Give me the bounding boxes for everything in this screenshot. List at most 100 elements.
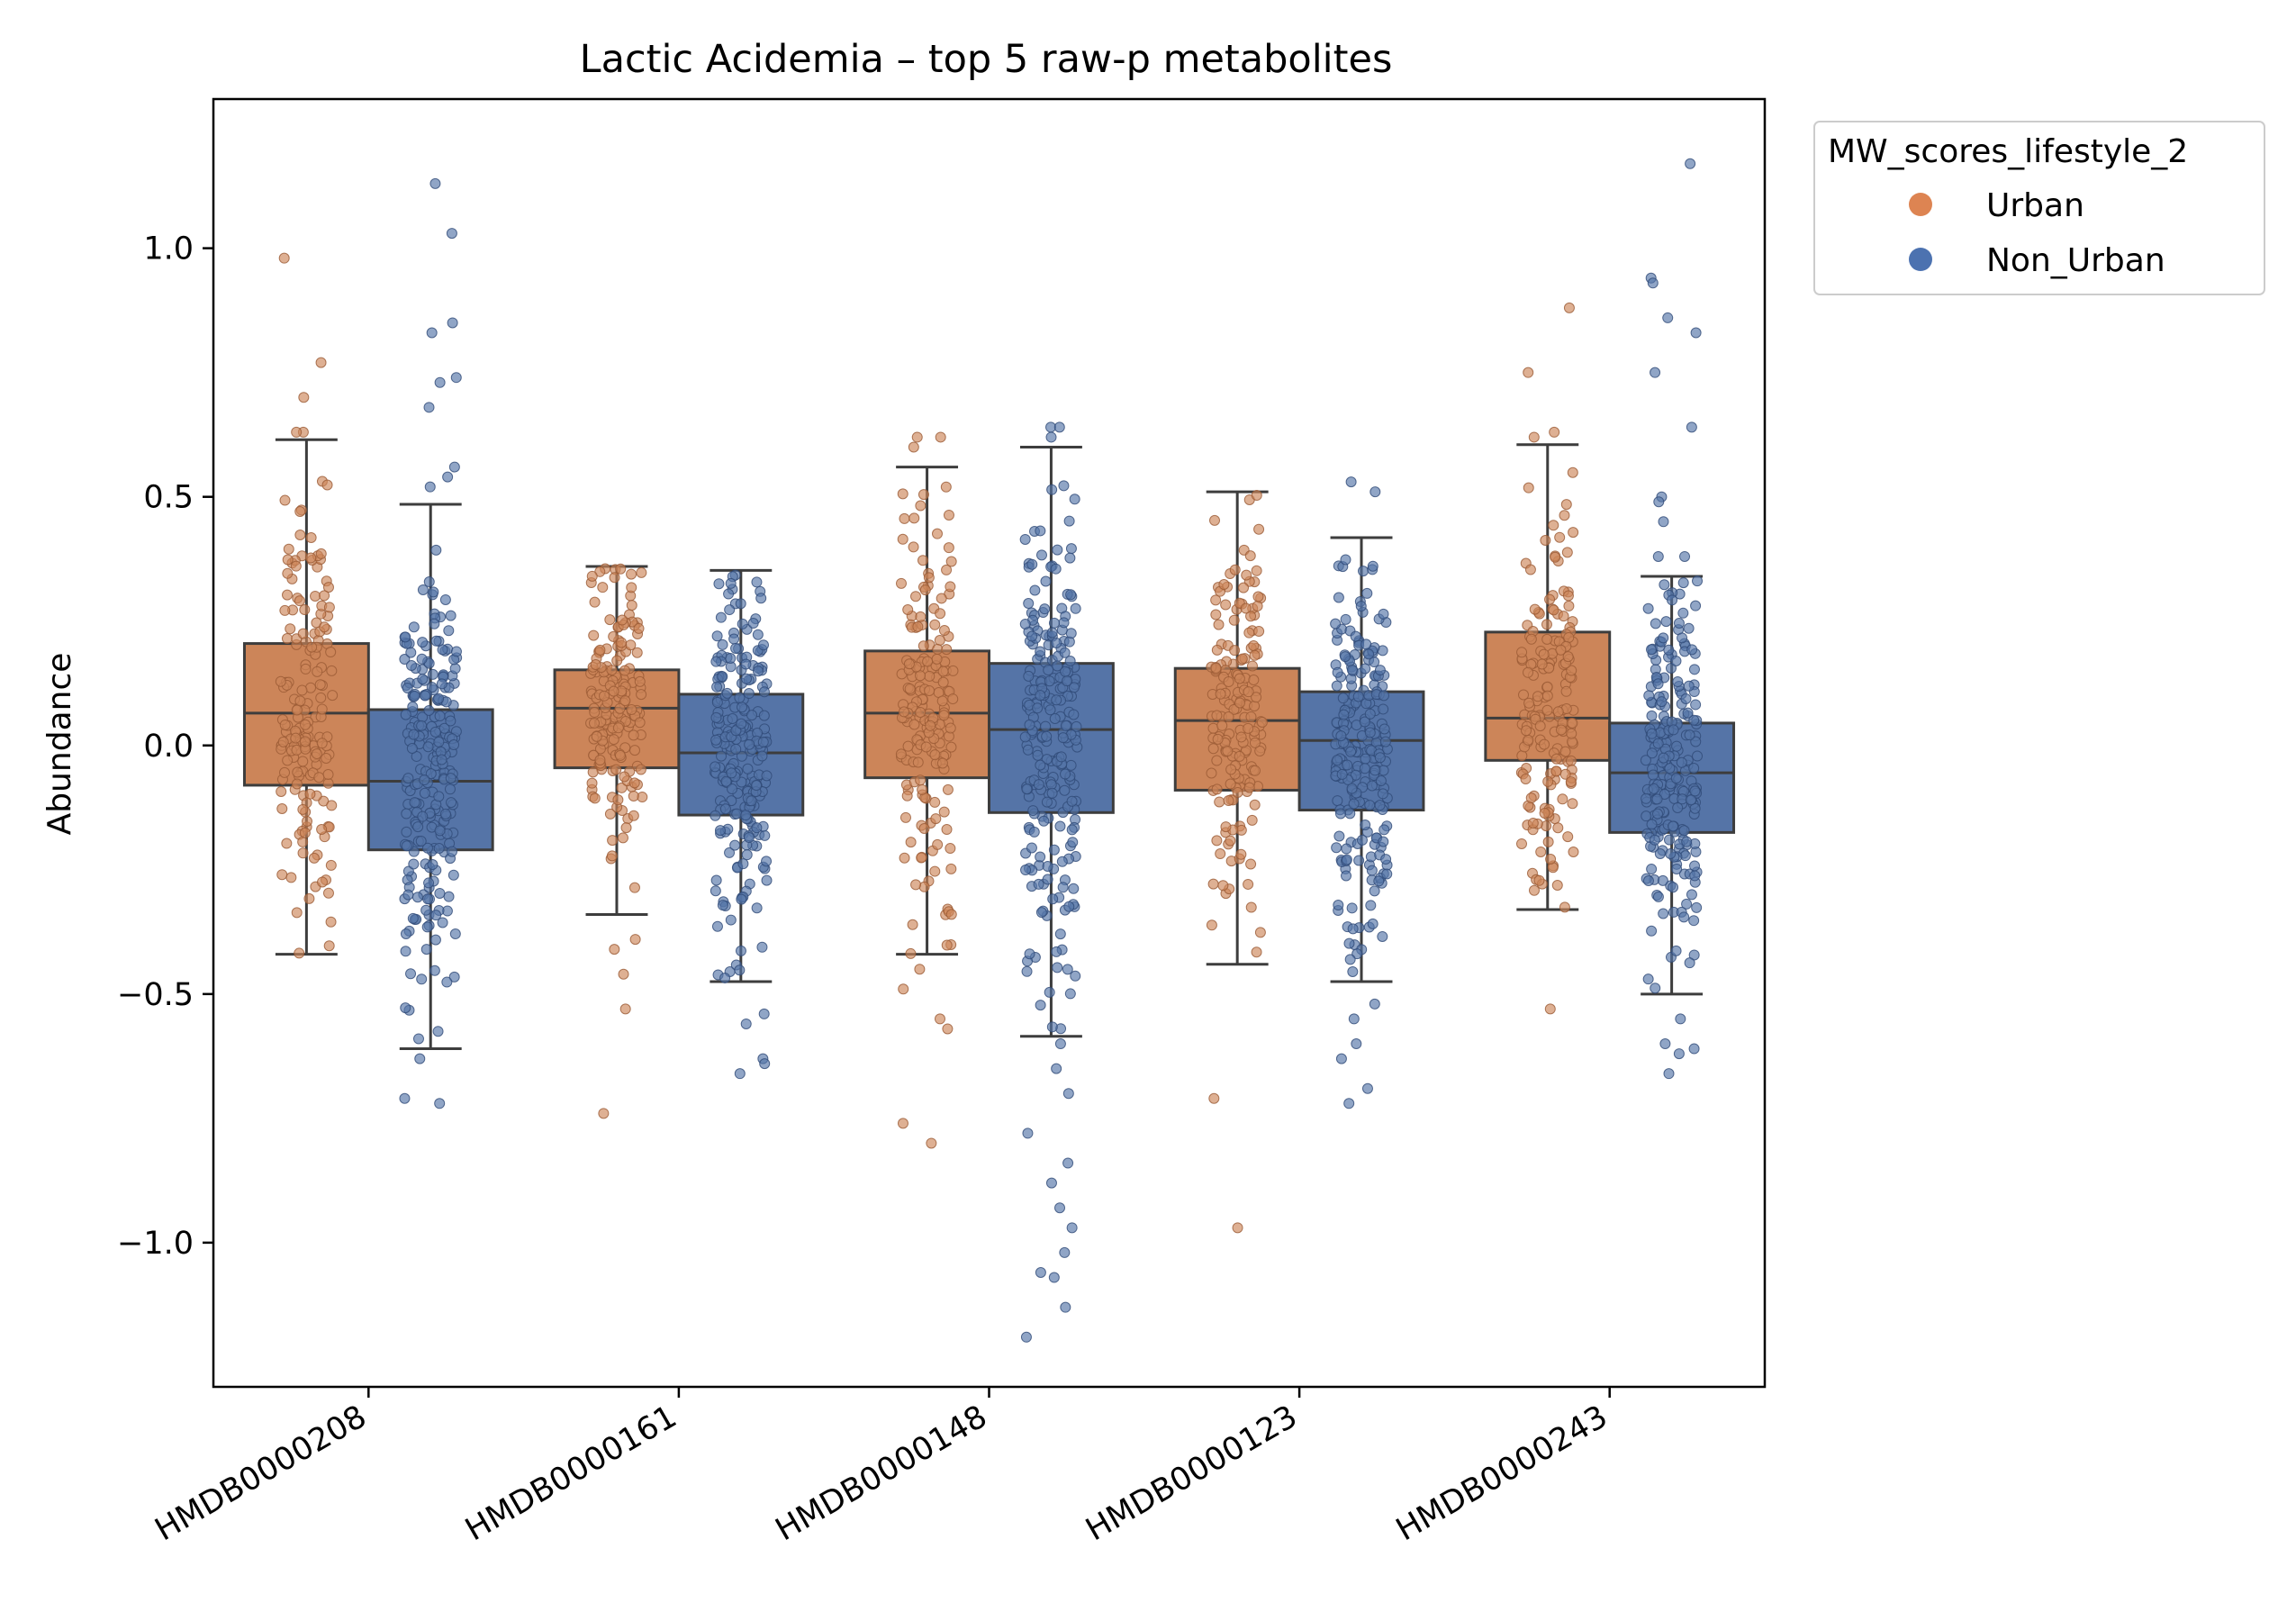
point-non-urban-hmdb0000243 (1649, 834, 1660, 846)
point-urban-hmdb0000208 (281, 633, 293, 645)
point-urban-hmdb0000148 (941, 824, 953, 836)
point-urban-hmdb0000243 (1548, 520, 1559, 531)
point-urban-hmdb0000161 (594, 644, 606, 656)
point-non-urban-hmdb0000123 (1340, 554, 1351, 566)
point-urban-hmdb0000161 (626, 704, 637, 716)
point-non-urban-hmdb0000243 (1682, 707, 1694, 719)
point-urban-hmdb0000243 (1534, 720, 1546, 732)
point-non-urban-hmdb0000123 (1347, 923, 1359, 935)
point-urban-hmdb0000243 (1558, 611, 1569, 622)
point-urban-hmdb0000148 (897, 533, 908, 545)
point-non-urban-hmdb0000208 (432, 1026, 444, 1037)
legend-marker-non-urban (1909, 248, 1932, 271)
point-urban-hmdb0000243 (1562, 831, 1574, 843)
point-urban-hmdb0000208 (297, 836, 309, 847)
point-urban-hmdb0000161 (628, 790, 639, 801)
point-non-urban-hmdb0000161 (713, 578, 725, 590)
outlier-non-urban-hmdb0000148 (1045, 1177, 1057, 1189)
point-non-urban-hmdb0000208 (421, 842, 433, 854)
point-non-urban-hmdb0000243 (1646, 728, 1658, 739)
point-urban-hmdb0000148 (938, 806, 950, 818)
point-urban-hmdb0000208 (315, 548, 327, 559)
outlier-non-urban-hmdb0000123 (1345, 476, 1357, 488)
point-urban-hmdb0000161 (604, 614, 616, 626)
point-non-urban-hmdb0000161 (716, 750, 728, 762)
point-non-urban-hmdb0000123 (1343, 937, 1355, 949)
point-non-urban-hmdb0000123 (1340, 651, 1351, 663)
point-non-urban-hmdb0000243 (1648, 783, 1659, 794)
point-non-urban-hmdb0000243 (1688, 714, 1700, 726)
point-urban-hmdb0000148 (902, 740, 914, 752)
point-non-urban-hmdb0000161 (736, 718, 747, 729)
point-non-urban-hmdb0000161 (735, 945, 746, 956)
point-urban-hmdb0000148 (937, 666, 949, 677)
point-urban-hmdb0000243 (1544, 593, 1556, 605)
point-urban-hmdb0000161 (614, 749, 626, 761)
point-non-urban-hmdb0000123 (1332, 666, 1343, 678)
point-urban-hmdb0000148 (915, 500, 927, 512)
outlier-non-urban-hmdb0000123 (1351, 1038, 1362, 1050)
point-urban-hmdb0000161 (634, 675, 646, 687)
point-non-urban-hmdb0000148 (1044, 675, 1055, 687)
point-non-urban-hmdb0000148 (1020, 865, 1032, 876)
point-urban-hmdb0000148 (924, 670, 936, 682)
point-non-urban-hmdb0000208 (425, 768, 437, 780)
point-non-urban-hmdb0000243 (1691, 901, 1703, 913)
point-non-urban-hmdb0000123 (1360, 638, 1372, 650)
point-urban-hmdb0000243 (1567, 717, 1578, 729)
point-non-urban-hmdb0000148 (1052, 544, 1063, 556)
outlier-non-urban-hmdb0000243 (1652, 550, 1664, 562)
point-non-urban-hmdb0000208 (423, 877, 435, 889)
point-urban-hmdb0000161 (599, 690, 610, 702)
outlier-urban-hmdb0000123 (1208, 1092, 1220, 1104)
point-urban-hmdb0000123 (1254, 927, 1266, 938)
point-urban-hmdb0000161 (589, 596, 601, 608)
outlier-urban-hmdb0000243 (1528, 431, 1540, 443)
point-non-urban-hmdb0000148 (1024, 719, 1035, 730)
point-non-urban-hmdb0000161 (756, 750, 768, 762)
point-non-urban-hmdb0000208 (427, 858, 438, 870)
point-urban-hmdb0000243 (1548, 604, 1559, 616)
point-urban-hmdb0000148 (929, 796, 941, 808)
point-non-urban-hmdb0000161 (735, 598, 746, 610)
point-urban-hmdb0000208 (327, 690, 339, 702)
point-non-urban-hmdb0000208 (400, 928, 411, 939)
point-non-urban-hmdb0000161 (737, 618, 748, 629)
point-urban-hmdb0000161 (626, 582, 637, 593)
point-urban-hmdb0000123 (1216, 720, 1228, 731)
point-non-urban-hmdb0000208 (430, 910, 442, 921)
point-non-urban-hmdb0000161 (736, 893, 747, 905)
outlier-urban-hmdb0000208 (278, 252, 290, 264)
outlier-non-urban-hmdb0000148 (1020, 1331, 1032, 1343)
point-non-urban-hmdb0000123 (1342, 759, 1353, 771)
point-non-urban-hmdb0000148 (1046, 484, 1058, 495)
point-urban-hmdb0000161 (628, 777, 640, 789)
point-urban-hmdb0000123 (1248, 674, 1260, 685)
point-urban-hmdb0000161 (591, 730, 602, 742)
point-urban-hmdb0000208 (308, 852, 320, 864)
point-non-urban-hmdb0000208 (419, 787, 430, 799)
point-non-urban-hmdb0000123 (1374, 752, 1386, 764)
point-urban-hmdb0000123 (1215, 688, 1226, 700)
point-urban-hmdb0000148 (924, 684, 936, 696)
point-urban-hmdb0000161 (626, 600, 637, 611)
point-urban-hmdb0000243 (1529, 603, 1541, 615)
point-urban-hmdb0000161 (626, 568, 637, 580)
point-urban-hmdb0000123 (1253, 523, 1265, 535)
point-non-urban-hmdb0000208 (430, 544, 442, 556)
point-non-urban-hmdb0000148 (1063, 515, 1075, 527)
point-urban-hmdb0000243 (1532, 691, 1543, 702)
point-non-urban-hmdb0000148 (1064, 988, 1076, 1000)
point-non-urban-hmdb0000161 (761, 874, 773, 886)
point-urban-hmdb0000148 (936, 593, 947, 604)
jitter-points (275, 158, 1704, 1343)
point-non-urban-hmdb0000208 (445, 715, 456, 727)
point-non-urban-hmdb0000208 (400, 946, 411, 957)
point-non-urban-hmdb0000148 (1035, 690, 1046, 702)
point-urban-hmdb0000161 (620, 822, 632, 834)
point-urban-hmdb0000148 (945, 556, 957, 567)
point-non-urban-hmdb0000148 (1051, 694, 1062, 706)
point-urban-hmdb0000123 (1236, 653, 1248, 665)
point-non-urban-hmdb0000208 (419, 774, 430, 786)
point-non-urban-hmdb0000123 (1345, 746, 1357, 757)
